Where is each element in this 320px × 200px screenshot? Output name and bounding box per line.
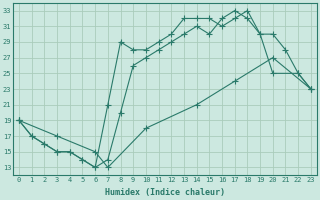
X-axis label: Humidex (Indice chaleur): Humidex (Indice chaleur) — [105, 188, 225, 197]
